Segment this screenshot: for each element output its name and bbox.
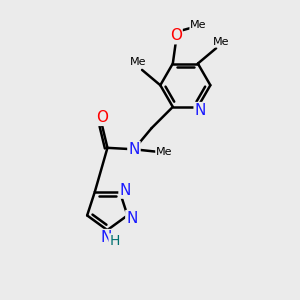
Text: N: N bbox=[119, 183, 131, 198]
Text: N: N bbox=[126, 211, 138, 226]
Text: Me: Me bbox=[156, 147, 172, 157]
Text: N: N bbox=[194, 103, 206, 118]
Text: Me: Me bbox=[190, 20, 207, 30]
Text: Me: Me bbox=[130, 57, 147, 67]
Text: O: O bbox=[170, 28, 182, 44]
Text: Me: Me bbox=[213, 37, 230, 47]
Text: H: H bbox=[110, 234, 120, 248]
Text: N: N bbox=[100, 230, 112, 245]
Text: N: N bbox=[128, 142, 140, 157]
Text: O: O bbox=[96, 110, 108, 125]
